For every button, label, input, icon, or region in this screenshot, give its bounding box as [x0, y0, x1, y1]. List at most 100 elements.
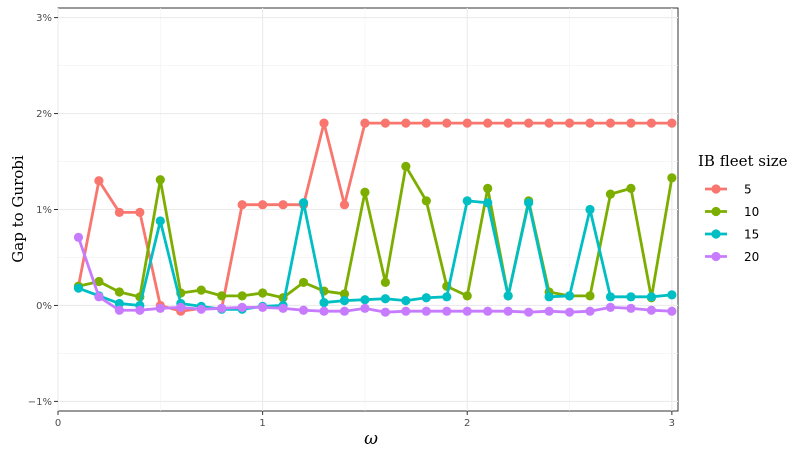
- data-point-20: [585, 306, 595, 316]
- legend-label: 15: [744, 228, 759, 242]
- legend-label: 20: [744, 250, 759, 264]
- x-tick-label: 2: [464, 418, 470, 429]
- data-point-15: [155, 216, 165, 226]
- data-point-15: [564, 291, 575, 301]
- data-point-10: [360, 187, 370, 197]
- y-tick-label: −1%: [28, 397, 52, 408]
- data-point-20: [319, 306, 329, 316]
- data-point-20: [114, 305, 124, 315]
- data-point-5: [544, 118, 554, 128]
- data-point-15: [401, 296, 411, 306]
- y-tick-label: 0%: [36, 301, 52, 312]
- legend-key-point: [711, 206, 721, 217]
- data-point-10: [401, 161, 411, 171]
- data-point-5: [258, 200, 268, 210]
- data-point-20: [339, 306, 350, 316]
- data-point-10: [196, 285, 206, 295]
- data-point-10: [605, 189, 616, 199]
- data-point-10: [155, 175, 165, 185]
- x-tick-label: 1: [259, 418, 265, 429]
- data-point-20: [196, 304, 206, 314]
- data-point-5: [339, 200, 350, 210]
- data-point-5: [605, 118, 616, 128]
- data-point-5: [442, 118, 452, 128]
- data-point-20: [483, 306, 493, 316]
- data-point-15: [626, 292, 636, 302]
- legend-key-point: [711, 251, 721, 262]
- legend-item-20: 20: [705, 250, 759, 264]
- data-point-10: [380, 277, 390, 288]
- data-point-15: [524, 198, 534, 208]
- data-point-15: [646, 292, 656, 302]
- data-point-15: [298, 198, 309, 208]
- legend: IB fleet size 5 10 15 20: [698, 152, 788, 264]
- data-point-5: [564, 118, 575, 128]
- data-point-20: [155, 303, 165, 313]
- data-point-15: [339, 296, 350, 306]
- data-point-15: [360, 295, 370, 305]
- data-point-5: [94, 176, 104, 186]
- legend-items: 5 10 15 20: [705, 183, 759, 264]
- data-point-15: [544, 292, 554, 302]
- data-point-15: [114, 298, 124, 309]
- data-point-5: [278, 200, 288, 210]
- data-point-5: [626, 118, 636, 128]
- data-point-20: [524, 307, 534, 317]
- data-point-5: [503, 118, 513, 128]
- y-tick-label: 3%: [36, 13, 52, 24]
- legend-item-10: 10: [705, 205, 759, 219]
- data-point-20: [564, 307, 575, 317]
- legend-label: 10: [744, 205, 759, 219]
- data-point-10: [462, 291, 472, 301]
- data-point-5: [483, 118, 493, 128]
- data-point-20: [503, 306, 513, 316]
- data-point-15: [667, 290, 677, 300]
- data-point-20: [401, 306, 411, 316]
- data-point-10: [114, 287, 124, 297]
- data-point-10: [298, 277, 309, 288]
- data-point-15: [380, 294, 390, 304]
- axes: −1% 0% 1% 2% 3% 0 1 2 3: [28, 13, 675, 429]
- data-point-10: [339, 289, 350, 299]
- data-point-10: [258, 288, 268, 298]
- data-point-20: [605, 302, 616, 312]
- data-point-15: [483, 198, 493, 208]
- data-point-5: [524, 118, 534, 128]
- data-point-15: [73, 283, 84, 293]
- data-point-10: [667, 173, 677, 183]
- legend-key-point: [711, 184, 721, 194]
- data-point-10: [94, 276, 104, 287]
- data-point-20: [258, 302, 268, 312]
- data-point-5: [114, 207, 124, 217]
- data-point-5: [667, 118, 677, 128]
- legend-item-15: 15: [705, 228, 759, 242]
- data-point-5: [319, 118, 329, 128]
- data-point-5: [401, 118, 411, 128]
- data-point-20: [217, 303, 227, 313]
- data-point-15: [319, 297, 329, 308]
- data-point-5: [585, 118, 595, 128]
- data-point-15: [421, 293, 431, 303]
- data-point-20: [544, 306, 554, 316]
- data-point-5: [462, 118, 472, 128]
- data-point-20: [278, 303, 288, 313]
- legend-key-point: [711, 229, 721, 239]
- data-point-20: [298, 305, 309, 315]
- data-point-10: [237, 291, 247, 301]
- data-point-10: [626, 183, 636, 193]
- data-point-15: [442, 292, 452, 302]
- series-line-15: [77, 199, 672, 311]
- data-point-20: [135, 305, 145, 315]
- y-axis-title: Gap to Gurobi: [9, 155, 27, 263]
- data-point-15: [462, 196, 472, 206]
- x-axis-title: ω: [364, 429, 378, 449]
- data-point-20: [462, 306, 472, 316]
- data-point-20: [380, 307, 390, 317]
- data-point-15: [503, 291, 513, 301]
- data-point-10: [483, 183, 493, 193]
- data-point-20: [667, 306, 677, 316]
- data-point-10: [421, 196, 431, 206]
- legend-title: IB fleet size: [698, 152, 788, 170]
